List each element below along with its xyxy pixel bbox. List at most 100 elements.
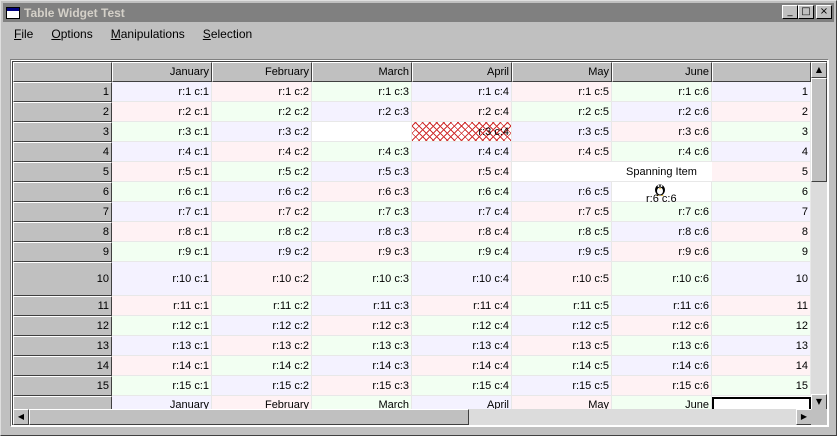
- table-cell[interactable]: r:6 c:1: [112, 182, 212, 202]
- table-cell[interactable]: r:1 c:2: [212, 82, 312, 102]
- table-cell[interactable]: r:5 c:2: [212, 162, 312, 182]
- table-cell[interactable]: 14: [712, 356, 811, 376]
- table-cell[interactable]: r:4 c:3: [312, 142, 412, 162]
- row-header[interactable]: 11: [13, 296, 112, 316]
- row-header[interactable]: 12: [13, 316, 112, 336]
- horizontal-scrollbar[interactable]: ◀ ▶: [13, 409, 812, 425]
- table-cell[interactable]: 2: [712, 102, 811, 122]
- table-cell[interactable]: r:8 c:3: [312, 222, 412, 242]
- table-cell[interactable]: r:12 c:1: [112, 316, 212, 336]
- window-icon[interactable]: [6, 6, 20, 19]
- table-cell[interactable]: 15: [712, 376, 811, 396]
- table-cell[interactable]: r:6 c:5: [512, 182, 612, 202]
- table-cell[interactable]: 6: [712, 182, 811, 202]
- table-cell[interactable]: r:14 c:6: [612, 356, 712, 376]
- table-cell[interactable]: r:13 c:3: [312, 336, 412, 356]
- table-cell[interactable]: r:2 c:3: [312, 102, 412, 122]
- table-widget[interactable]: June May April March February January r:6 c:6 S…: [10, 59, 829, 427]
- table-cell[interactable]: r:9 c:2: [212, 242, 312, 262]
- table-cell[interactable]: r:3 c:1: [112, 122, 212, 142]
- table-cell[interactable]: r:1 c:4: [412, 82, 512, 102]
- table-cell[interactable]: r:9 c:1: [112, 242, 212, 262]
- table-cell[interactable]: r:8 c:5: [512, 222, 612, 242]
- top-left-header[interactable]: [13, 62, 112, 82]
- table-cell[interactable]: r:12 c:5: [512, 316, 612, 336]
- table-cell[interactable]: r:11 c:4: [412, 296, 512, 316]
- table-cell[interactable]: 9: [712, 242, 811, 262]
- table-cell[interactable]: r:1 c:3: [312, 82, 412, 102]
- table-cell[interactable]: r:8 c:2: [212, 222, 312, 242]
- table-cell[interactable]: r:2 c:6: [612, 102, 712, 122]
- table-cell[interactable]: r:3 c:4: [412, 122, 512, 142]
- table-cell[interactable]: r:4 c:2: [212, 142, 312, 162]
- table-cell[interactable]: r:12 c:6: [612, 316, 712, 336]
- column-header-april[interactable]: April: [412, 62, 512, 82]
- column-header-7[interactable]: [712, 62, 811, 82]
- table-cell[interactable]: r:11 c:6: [612, 296, 712, 316]
- table-cell[interactable]: r:1 c:1: [112, 82, 212, 102]
- table-cell[interactable]: r:14 c:5: [512, 356, 612, 376]
- table-cell[interactable]: r:8 c:6: [612, 222, 712, 242]
- table-cell[interactable]: r:10 c:1: [112, 262, 212, 296]
- table-cell[interactable]: r:7 c:5: [512, 202, 612, 222]
- table-cell[interactable]: r:10 c:2: [212, 262, 312, 296]
- column-header-february[interactable]: February: [212, 62, 312, 82]
- table-cell[interactable]: r:6 c:3: [312, 182, 412, 202]
- table-cell[interactable]: 3: [712, 122, 811, 142]
- table-cell[interactable]: r:9 c:4: [412, 242, 512, 262]
- maximize-button[interactable]: □: [798, 5, 814, 19]
- horizontal-scroll-thumb[interactable]: [29, 409, 469, 425]
- spanning-item[interactable]: Spanning Item: [512, 162, 712, 182]
- row-header[interactable]: 9: [13, 242, 112, 262]
- table-cell[interactable]: r:4 c:1: [112, 142, 212, 162]
- menu-manipulations[interactable]: Manipulations: [110, 27, 185, 41]
- table-cell[interactable]: 13: [712, 336, 811, 356]
- row-header[interactable]: 2: [13, 102, 112, 122]
- table-cell[interactable]: r:5 c:4: [412, 162, 512, 182]
- vertical-scrollbar[interactable]: ▲ ▼: [811, 62, 827, 410]
- table-cell[interactable]: r:14 c:4: [412, 356, 512, 376]
- row-header[interactable]: 5: [13, 162, 112, 182]
- table-cell[interactable]: r:8 c:1: [112, 222, 212, 242]
- column-header-march[interactable]: March: [312, 62, 412, 82]
- title-bar[interactable]: Table Widget Test _ □ ×: [3, 3, 834, 22]
- table-cell[interactable]: r:13 c:6: [612, 336, 712, 356]
- table-cell[interactable]: r:14 c:3: [312, 356, 412, 376]
- vertical-scroll-thumb[interactable]: [811, 78, 827, 182]
- column-header-june[interactable]: June: [612, 62, 712, 82]
- row-header[interactable]: 14: [13, 356, 112, 376]
- table-cell[interactable]: r:14 c:1: [112, 356, 212, 376]
- table-cell[interactable]: r:12 c:2: [212, 316, 312, 336]
- table-cell[interactable]: 10: [712, 262, 811, 296]
- table-cell[interactable]: r:5 c:3: [312, 162, 412, 182]
- table-cell[interactable]: r:7 c:4: [412, 202, 512, 222]
- table-cell[interactable]: r:14 c:2: [212, 356, 312, 376]
- table-cell[interactable]: r:2 c:1: [112, 102, 212, 122]
- table-cell[interactable]: r:11 c:5: [512, 296, 612, 316]
- table-cell[interactable]: r:15 c:5: [512, 376, 612, 396]
- table-cell[interactable]: r:11 c:2: [212, 296, 312, 316]
- row-header[interactable]: 3: [13, 122, 112, 142]
- table-cell[interactable]: r:9 c:6: [612, 242, 712, 262]
- table-cell[interactable]: r:12 c:4: [412, 316, 512, 336]
- menu-file[interactable]: File: [14, 27, 34, 41]
- scroll-left-arrow-icon[interactable]: ◀: [13, 409, 29, 425]
- scroll-up-arrow-icon[interactable]: ▲: [811, 62, 827, 78]
- table-cell[interactable]: r:11 c:3: [312, 296, 412, 316]
- close-button[interactable]: ×: [816, 5, 832, 19]
- row-header[interactable]: 15: [13, 376, 112, 396]
- table-cell[interactable]: r:11 c:1: [112, 296, 212, 316]
- table-cell[interactable]: r:15 c:3: [312, 376, 412, 396]
- table-cell[interactable]: r:15 c:2: [212, 376, 312, 396]
- table-cell[interactable]: 1: [712, 82, 811, 102]
- table-cell[interactable]: r:2 c:2: [212, 102, 312, 122]
- scroll-down-arrow-icon[interactable]: ▼: [811, 394, 827, 410]
- table-cell[interactable]: r:15 c:6: [612, 376, 712, 396]
- table-grid[interactable]: June May April March February January r:6 c:6 S…: [12, 61, 827, 425]
- table-cell[interactable]: [312, 122, 412, 142]
- row-header[interactable]: 13: [13, 336, 112, 356]
- row-header[interactable]: 8: [13, 222, 112, 242]
- table-cell[interactable]: r:10 c:4: [412, 262, 512, 296]
- minimize-button[interactable]: _: [782, 5, 798, 19]
- row-header[interactable]: 6: [13, 182, 112, 202]
